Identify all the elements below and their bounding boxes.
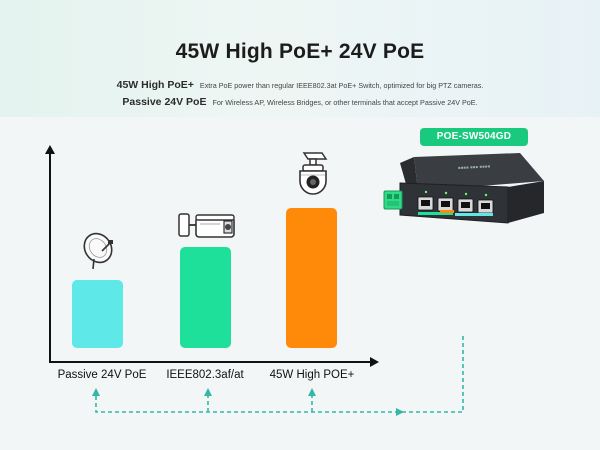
bar-passive-24v (72, 280, 123, 348)
switch-top-print: ▪▪▪▪ ▪▪▪ ▪▪▪▪ (458, 163, 491, 170)
x-axis (49, 361, 372, 363)
feature-high-poe: 45W High PoE+ Extra PoE power than regula… (0, 75, 600, 93)
y-axis (49, 151, 51, 363)
feature-description: For Wireless AP, Wireless Bridges, or ot… (212, 98, 478, 107)
model-badge: POE-SW504GD (420, 128, 528, 146)
feature-passive-poe: Passive 24V PoE For Wireless AP, Wireless… (0, 92, 600, 110)
y-axis-arrow (45, 145, 55, 154)
power-comparison-chart: Passive 24V PoE IEEE802.3af/at 45W High … (0, 117, 600, 450)
bar-45w-high-poe (286, 208, 337, 348)
header-banner: 45W High PoE+ 24V PoE 45W High PoE+ Extra… (0, 0, 600, 117)
bar-ieee802-3af-at (180, 247, 231, 348)
wireless-dish-icon (83, 232, 113, 270)
ptz-camera-icon (299, 152, 328, 195)
x-tick-label: 45W High POE+ (269, 369, 355, 381)
x-tick-label: Passive 24V PoE (57, 369, 147, 381)
poe-switch-image: ▪▪▪▪ ▪▪▪ ▪▪▪▪ (383, 153, 544, 224)
feature-description: Extra PoE power than regular IEEE802.3at… (199, 81, 484, 90)
bullet-camera-icon (178, 213, 235, 238)
feature-name: Passive 24V PoE (122, 96, 207, 108)
feature-name: 45W High PoE+ (116, 79, 194, 91)
page-title: 45W High PoE+ 24V PoE (175, 40, 425, 63)
x-tick-label: IEEE802.3af/at (166, 369, 244, 381)
x-axis-arrow (370, 357, 379, 367)
